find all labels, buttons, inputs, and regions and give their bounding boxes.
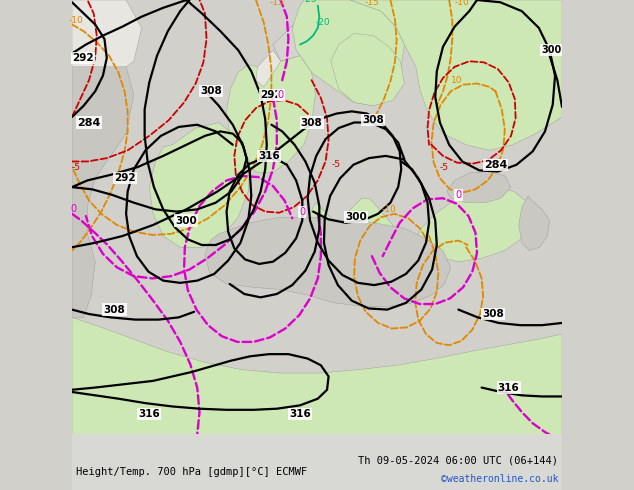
Text: -20: -20 [315,18,330,27]
Text: ©weatheronline.co.uk: ©weatheronline.co.uk [441,474,558,485]
Text: Height/Temp. 700 hPa [gdmp][°C] ECMWF: Height/Temp. 700 hPa [gdmp][°C] ECMWF [76,466,307,477]
Polygon shape [205,217,451,306]
Text: 284: 284 [484,160,507,170]
Polygon shape [331,33,404,106]
Text: 284: 284 [77,118,101,127]
Text: 292: 292 [261,90,282,99]
Text: 316: 316 [498,383,519,392]
Text: 316: 316 [138,409,160,419]
Text: -15: -15 [365,0,379,7]
Polygon shape [302,203,346,290]
Text: 292: 292 [113,173,136,183]
Polygon shape [350,0,562,150]
Text: 308: 308 [482,309,504,319]
Text: 300: 300 [541,45,561,55]
Text: -5: -5 [332,160,341,170]
Polygon shape [226,56,316,172]
Polygon shape [149,122,250,247]
Text: 300: 300 [346,212,367,222]
Text: -10: -10 [382,205,396,214]
Text: 0: 0 [455,190,462,200]
Polygon shape [292,0,404,106]
Text: 292: 292 [72,53,94,63]
Text: -5: -5 [440,163,449,172]
Text: 0: 0 [278,90,284,99]
Text: -10: -10 [455,0,470,7]
Polygon shape [273,11,311,61]
Polygon shape [72,67,134,318]
Text: 316: 316 [289,409,311,419]
Polygon shape [72,318,562,490]
Text: 308: 308 [363,115,384,125]
Bar [72,434,562,490]
Text: -25: -25 [302,0,318,4]
Text: 308: 308 [103,305,126,315]
Polygon shape [339,198,397,290]
Text: 316: 316 [258,151,280,161]
Text: 308: 308 [200,86,222,97]
Text: 308: 308 [301,118,323,127]
Text: Th 09-05-2024 06:00 UTC (06+144): Th 09-05-2024 06:00 UTC (06+144) [358,456,558,466]
Text: 10: 10 [451,75,463,85]
Text: 300: 300 [176,216,197,225]
Polygon shape [519,196,550,250]
Text: 0: 0 [70,204,77,214]
Text: 0: 0 [299,207,306,217]
Text: -5: -5 [72,163,81,172]
Text: -10: -10 [68,16,83,24]
Polygon shape [412,187,532,262]
Polygon shape [447,172,511,203]
Text: -15: -15 [269,0,284,7]
Polygon shape [256,50,281,87]
Polygon shape [72,0,141,80]
